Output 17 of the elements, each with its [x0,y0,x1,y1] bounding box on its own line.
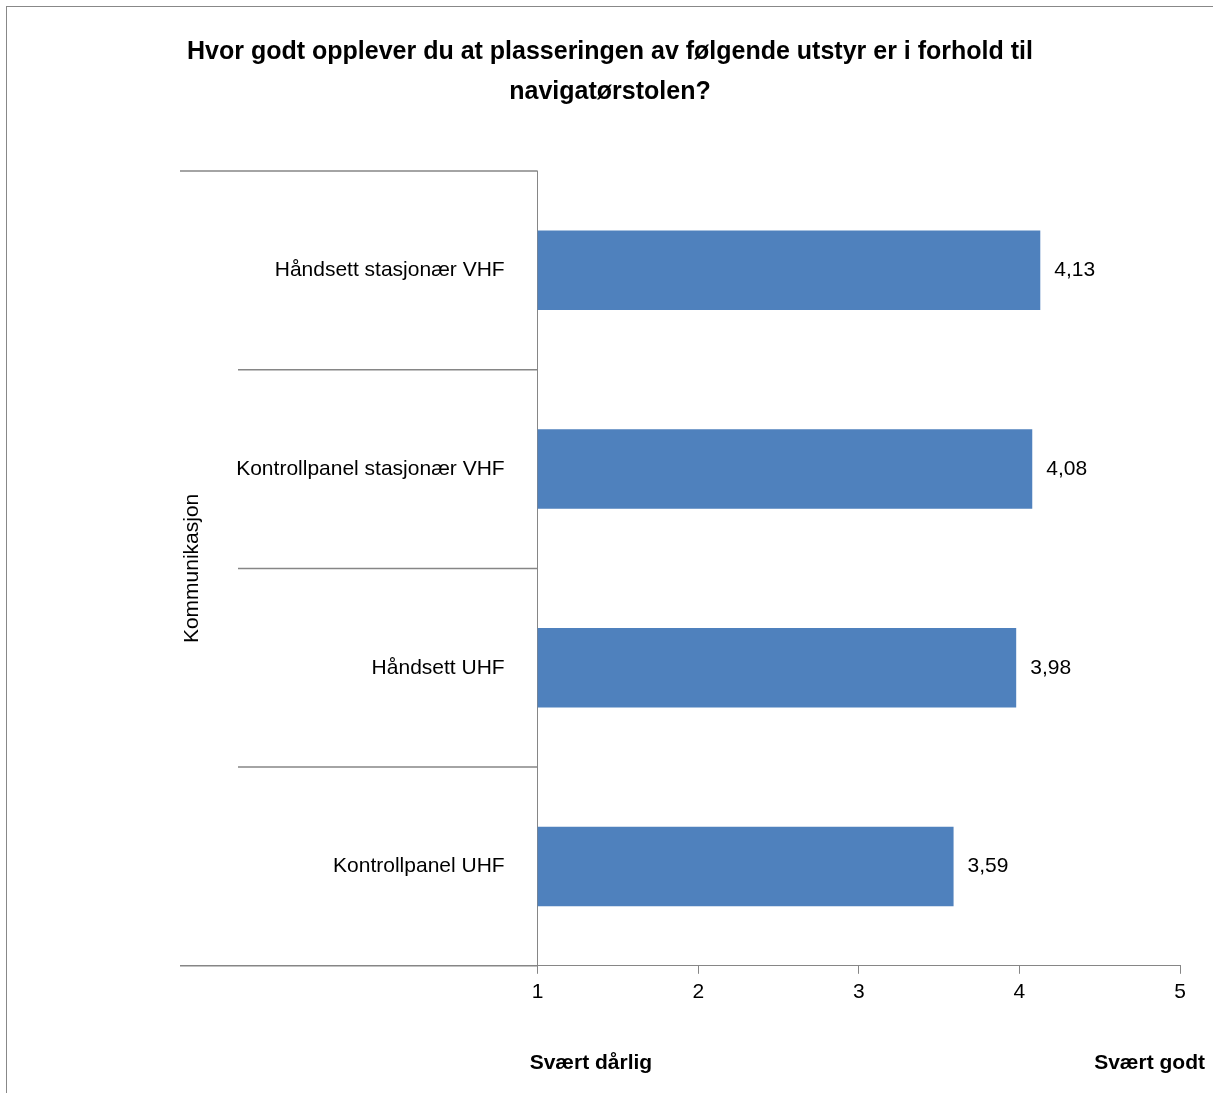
data-label: 4,13 [1054,257,1096,281]
x-tick-label: 4 [1013,979,1026,1003]
x-tick-label: 1 [531,979,544,1003]
text: Svært godt [1094,1050,1205,1073]
y-tick-label: Kontrollpanel stasjonær VHF [236,455,505,479]
data-label: 4,08 [1046,455,1088,479]
x-tick-label: 5 [1174,979,1186,1003]
data-label: 3,59 [967,853,1009,877]
x-tick-label: 2 [692,979,705,1003]
chart-title: Hvor godt opplever du at plasseringen av følgende utstyr er i forhold til navigatørstolen? [186,35,1034,106]
data-label: 3,98 [1030,654,1072,678]
y-tick-label: Håndsett UHF [371,654,505,678]
y-tick-label: Håndsett stasjonær VHF [274,257,505,281]
y-tick-label: Kontrollpanel UHF [333,853,505,877]
x-tick-label: 3 [852,979,865,1003]
y-axis-title: Kommunikasjon [179,493,203,644]
text: Svært dårlig [529,1050,653,1073]
